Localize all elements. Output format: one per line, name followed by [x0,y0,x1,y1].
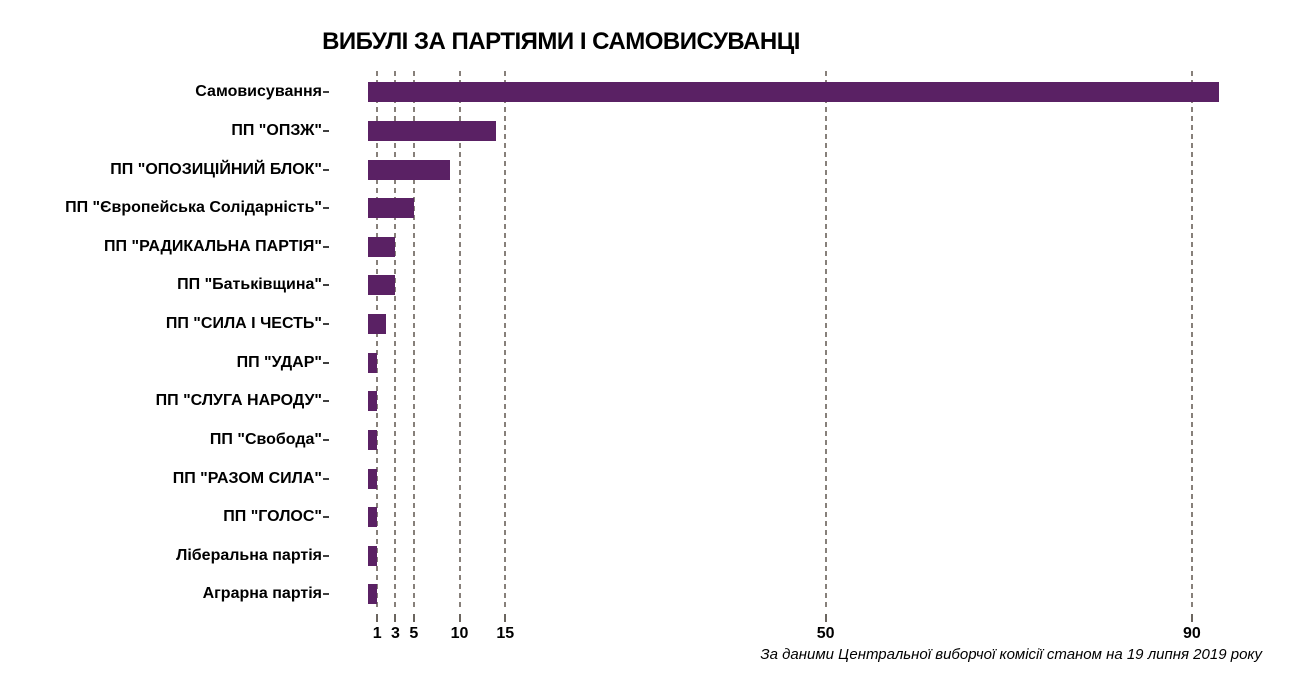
bar [368,468,378,489]
y-axis-tick [323,129,329,132]
bar [368,584,378,605]
category-label: ПП "ОПЗЖ" [231,121,322,139]
y-axis-tick [323,477,329,480]
category-label: Аграрна партія [202,585,322,603]
x-tick-label: 15 [496,625,515,642]
bar [368,545,378,566]
category-label: ПП "ОПОЗИЦІЙНИЙ БЛОК" [110,160,322,178]
y-axis-tick [323,91,329,94]
category-label: ПП "Батьківщина" [177,276,322,294]
x-tick-label: 50 [816,625,835,642]
y-axis-tick [323,284,329,287]
bar [368,275,396,296]
x-tick-label: 1 [372,625,382,642]
chart-title: ВИБУЛІ ЗА ПАРТІЯМИ І САМОВИСУВАНЦІ [322,28,800,55]
bar [368,391,378,412]
category-label: ПП "СИЛА І ЧЕСТЬ" [165,315,322,333]
category-label: ПП "Свобода" [209,430,322,448]
x-tick-label: 5 [409,625,419,642]
x-tick-label: 10 [450,625,469,642]
bar [368,429,378,450]
y-axis-tick [323,168,329,171]
y-axis-tick [323,516,329,519]
gridline [504,71,507,611]
x-axis-tick [458,614,461,622]
bar [368,82,1220,103]
x-axis-tick [376,614,379,622]
category-label: ПП "РАЗОМ СИЛА" [172,469,322,487]
category-label: Ліберальна партія [176,546,322,564]
y-axis-tick [323,245,329,248]
bar [368,198,414,219]
gridline [412,71,415,611]
y-axis-tick [323,400,329,403]
x-axis-tick [824,614,827,622]
y-axis-tick [323,554,329,557]
category-label: ПП "ГОЛОС" [223,508,322,526]
source-note: За даними Центральної виборчої комісії с… [760,646,1262,663]
y-axis-tick [323,323,329,326]
bar [368,352,378,373]
x-tick-label: 90 [1182,625,1201,642]
category-label: ПП "РАДИКАЛЬНА ПАРТІЯ" [104,237,322,255]
category-label: ПП "УДАР" [236,353,322,371]
x-axis-tick [412,614,415,622]
bar [368,120,497,141]
gridline [1190,71,1193,611]
x-tick-label: 3 [391,625,400,642]
x-axis-tick [394,614,397,622]
category-label: ПП "СЛУГА НАРОДУ" [155,392,322,410]
category-label: ПП "Європейська Солідарність" [65,199,322,217]
gridline [394,71,397,611]
y-axis-tick [323,361,329,364]
y-axis-tick [323,593,329,596]
bar [368,314,387,335]
x-axis-tick [504,614,507,622]
bar [368,159,451,180]
x-axis-tick [1190,614,1193,622]
gridline [458,71,461,611]
bar [368,507,378,528]
y-axis-tick [323,438,329,441]
bar [368,236,396,257]
y-axis-tick [323,207,329,210]
category-label: Самовисування [195,83,322,101]
gridline [376,71,379,611]
gridline [824,71,827,611]
